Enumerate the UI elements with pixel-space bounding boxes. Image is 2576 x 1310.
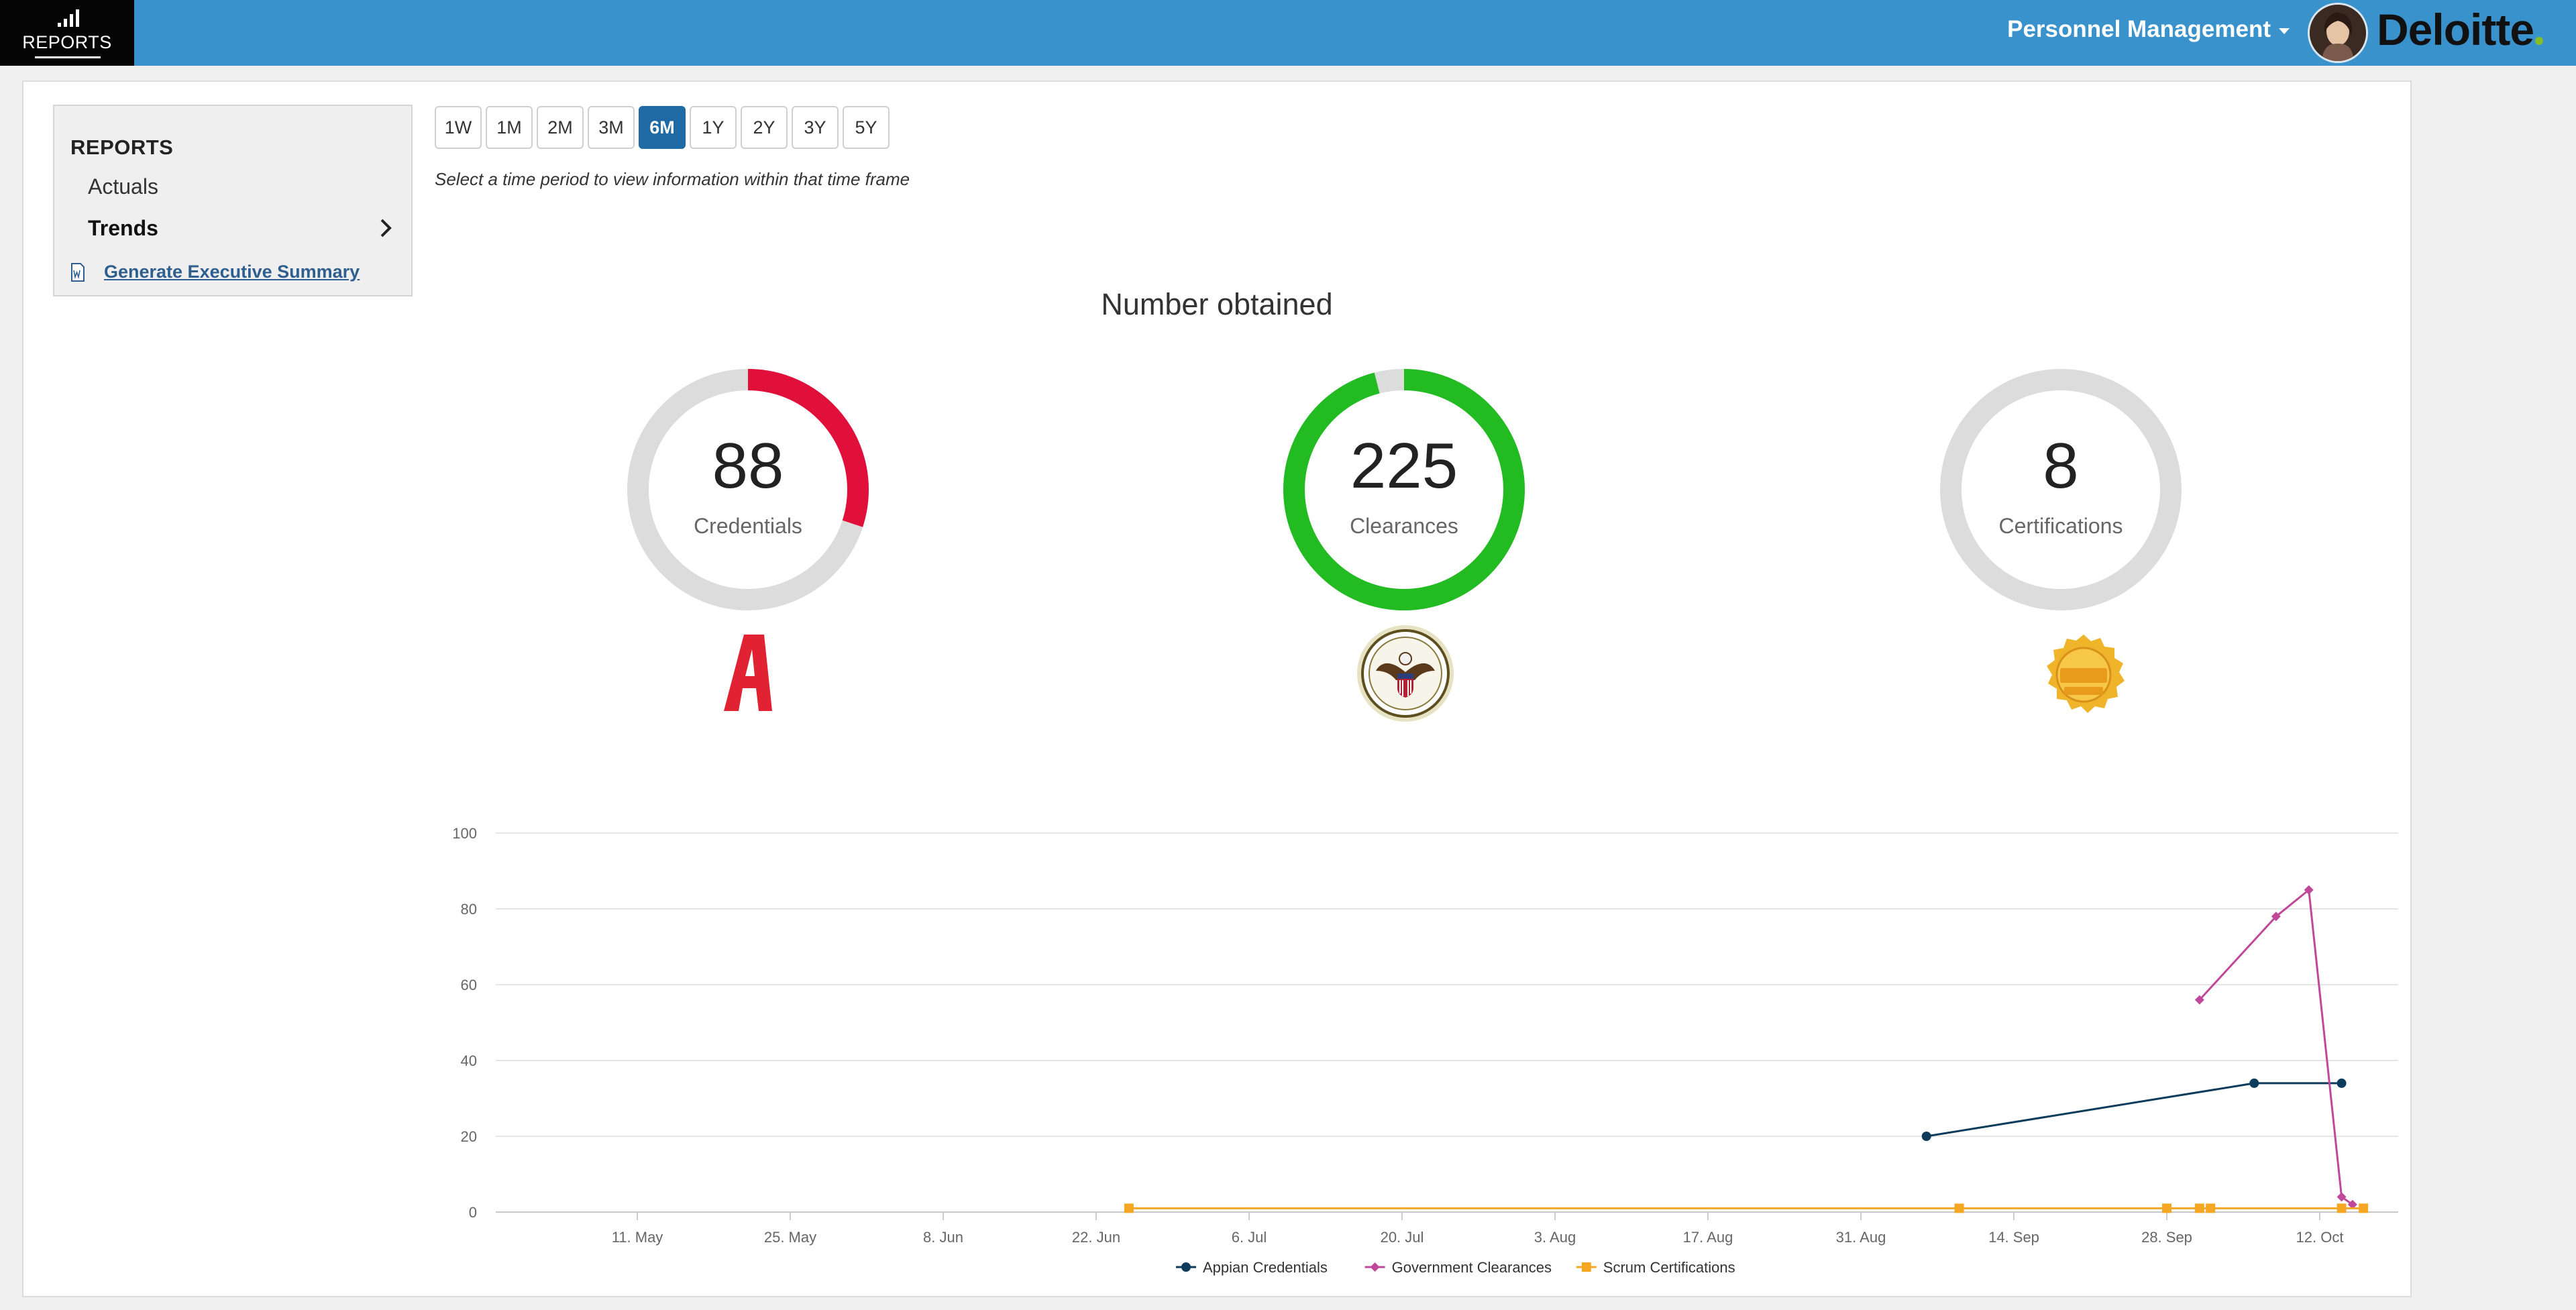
- period-button-1w[interactable]: 1W: [435, 106, 482, 149]
- x-tick-label: 25. May: [764, 1229, 816, 1246]
- data-point: [1370, 1262, 1380, 1272]
- data-point: [2337, 1203, 2347, 1213]
- x-tick-label: 11. May: [612, 1229, 663, 1246]
- data-point: [2304, 885, 2314, 895]
- sidebar-item-trends[interactable]: Trends: [88, 216, 158, 240]
- reports-nav-tab[interactable]: REPORTS: [0, 0, 134, 66]
- caret-down-icon: [2279, 28, 2290, 34]
- period-button-6m[interactable]: 6M: [639, 106, 686, 149]
- data-point: [2194, 995, 2204, 1005]
- clearances-gauge-arc: [1283, 369, 1525, 610]
- data-point: [1124, 1203, 1134, 1213]
- period-button-2m[interactable]: 2M: [537, 106, 584, 149]
- data-point: [2249, 1078, 2259, 1088]
- series-line: [2198, 887, 2353, 1205]
- period-button-3m[interactable]: 3M: [588, 106, 635, 149]
- generate-executive-summary-link[interactable]: Generate Executive Summary: [70, 262, 360, 282]
- time-period-selector: 1W 1M 2M 3M 6M 1Y 2Y 3Y 5Y: [435, 106, 890, 149]
- us-state-dept-seal-icon: [1357, 625, 1454, 722]
- x-tick-label: 22. Jun: [1072, 1229, 1120, 1246]
- word-document-icon: [71, 262, 85, 282]
- reports-tab-label: REPORTS: [22, 32, 112, 52]
- x-tick-label: 20. Jul: [1381, 1229, 1424, 1246]
- sidebar-item-actuals[interactable]: Actuals: [88, 174, 158, 199]
- x-tick-label: 8. Jun: [923, 1229, 963, 1246]
- data-point: [2359, 1203, 2369, 1213]
- csm-certified-badge-icon: [2047, 635, 2125, 713]
- sidebar-heading: REPORTS: [70, 135, 174, 159]
- series-line: [1926, 1082, 2342, 1138]
- y-tick-label: 0: [469, 1204, 477, 1221]
- period-button-3y[interactable]: 3Y: [792, 106, 839, 149]
- y-tick-label: 80: [461, 901, 477, 918]
- x-tick-label: 3. Aug: [1534, 1229, 1576, 1246]
- clearances-gauge: 225 Clearances: [1277, 362, 1532, 617]
- time-period-hint: Select a time period to view information…: [435, 169, 910, 189]
- brand-dot: [2535, 37, 2544, 45]
- reports-sidebar: REPORTS Actuals Trends Generate Executiv…: [53, 105, 413, 296]
- brand-text: Deloitte: [2377, 5, 2534, 54]
- number-obtained-title: Number obtained: [1101, 287, 1333, 321]
- legend-label: Scrum Certifications: [1603, 1259, 1735, 1276]
- credentials-gauge: 88 Credentials: [621, 362, 875, 617]
- y-tick-label: 40: [461, 1052, 477, 1069]
- clearances-label: Clearances: [1350, 514, 1458, 538]
- period-button-1y[interactable]: 1Y: [690, 106, 737, 149]
- x-tick-label: 6. Jul: [1232, 1229, 1267, 1246]
- certifications-gauge: 8 Certifications: [1933, 362, 2188, 617]
- credentials-count: 88: [712, 430, 784, 502]
- legend-label: Appian Credentials: [1203, 1259, 1328, 1276]
- period-button-1m[interactable]: 1M: [486, 106, 533, 149]
- x-tick-label: 31. Aug: [1836, 1229, 1886, 1246]
- chevron-right-icon: [380, 219, 392, 237]
- data-point: [2271, 912, 2281, 922]
- data-point: [1181, 1262, 1191, 1272]
- y-tick-label: 100: [452, 825, 477, 842]
- data-point: [1581, 1262, 1591, 1272]
- credentials-gauge-arc: [627, 369, 869, 610]
- y-tick-label: 20: [461, 1128, 477, 1145]
- certifications-label: Certifications: [1998, 514, 2123, 538]
- y-tick-label: 60: [461, 977, 477, 993]
- personnel-management-menu[interactable]: Personnel Management: [2007, 16, 2290, 43]
- period-button-5y[interactable]: 5Y: [843, 106, 890, 149]
- x-tick-label: 12. Oct: [2296, 1229, 2344, 1246]
- data-point: [2337, 1078, 2347, 1088]
- x-tick-label: 28. Sep: [2141, 1229, 2192, 1246]
- x-tick-label: 14. Sep: [1988, 1229, 2039, 1246]
- period-button-2y[interactable]: 2Y: [741, 106, 788, 149]
- data-point: [2347, 1199, 2357, 1209]
- executive-summary-label: Generate Executive Summary: [104, 262, 360, 282]
- reports-tab-underline: [35, 56, 101, 58]
- data-point: [2194, 1203, 2204, 1213]
- data-point: [2337, 1192, 2347, 1202]
- data-point: [2206, 1203, 2216, 1213]
- data-point: [2162, 1203, 2171, 1213]
- report-card: REPORTS Actuals Trends Generate Executiv…: [22, 80, 2412, 1297]
- trends-line-chart: 0 20 40 60 80 100 11. May 25. May 8. Jun 22. Jun 6…: [452, 825, 2398, 1276]
- deloitte-logo: Deloitte: [2377, 4, 2544, 55]
- top-navigation-bar: REPORTS Personnel Management Deloitte: [0, 0, 2576, 66]
- appian-logo-icon: [724, 635, 772, 711]
- avatar[interactable]: [2308, 3, 2368, 63]
- certifications-count: 8: [2043, 430, 2079, 502]
- legend-label: Government Clearances: [1392, 1259, 1552, 1276]
- credentials-label: Credentials: [694, 514, 802, 538]
- data-point: [1921, 1132, 1931, 1141]
- personnel-management-label: Personnel Management: [2007, 16, 2271, 42]
- clearances-count: 225: [1350, 430, 1458, 502]
- data-point: [1954, 1203, 1964, 1213]
- x-tick-label: 17. Aug: [1683, 1229, 1733, 1246]
- signal-bars-icon: [58, 9, 80, 27]
